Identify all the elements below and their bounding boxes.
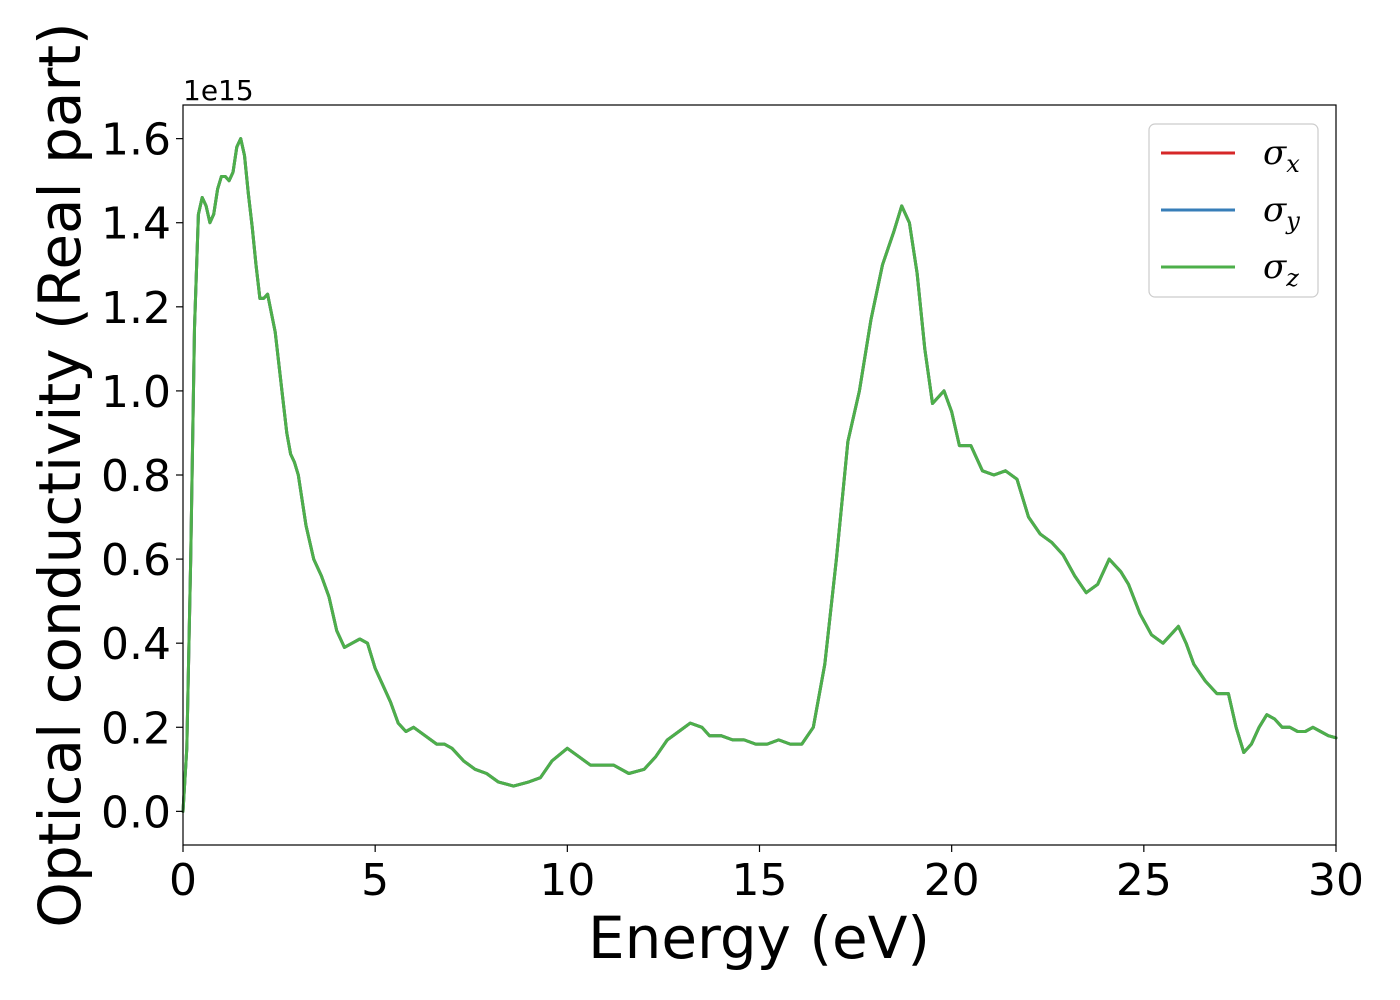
y-tick-label: 0.0: [101, 787, 171, 838]
y-tick-label: 0.2: [101, 703, 171, 754]
x-tick-label: 10: [539, 855, 595, 906]
x-tick-label: 5: [361, 855, 389, 906]
legend-label: σz: [1263, 247, 1299, 292]
y-tick-label: 0.4: [101, 619, 171, 670]
legend: σx σy σz: [1148, 123, 1319, 298]
y-tick-label: 1.6: [101, 115, 171, 166]
legend-label: σy: [1263, 190, 1300, 235]
ticks: 0 5 10 15 20 25 30 0.0 0.2 0.4 0.6 0.8 1.0 1.2 1.4 1.6: [101, 115, 1364, 906]
series-layer: [181, 137, 1338, 813]
x-tick-label: 0: [169, 855, 197, 906]
x-tick-label: 20: [924, 855, 980, 906]
x-tick-label: 15: [732, 855, 788, 906]
x-tick-label: 30: [1308, 855, 1364, 906]
y-tick-label: 1.2: [101, 283, 171, 334]
offset-text: 1e15: [183, 74, 254, 107]
series-line-3: [181, 137, 1338, 813]
y-tick-label: 1.4: [101, 199, 171, 250]
x-axis-label: Energy (eV): [588, 904, 930, 972]
y-tick-label: 1.0: [101, 367, 171, 418]
y-tick-label: 0.6: [101, 535, 171, 586]
x-tick-label: 25: [1116, 855, 1172, 906]
legend-label: σx: [1263, 133, 1300, 178]
y-axis-label: Optical conductivity (Real part): [26, 22, 94, 927]
y-tick-label: 0.8: [101, 451, 171, 502]
